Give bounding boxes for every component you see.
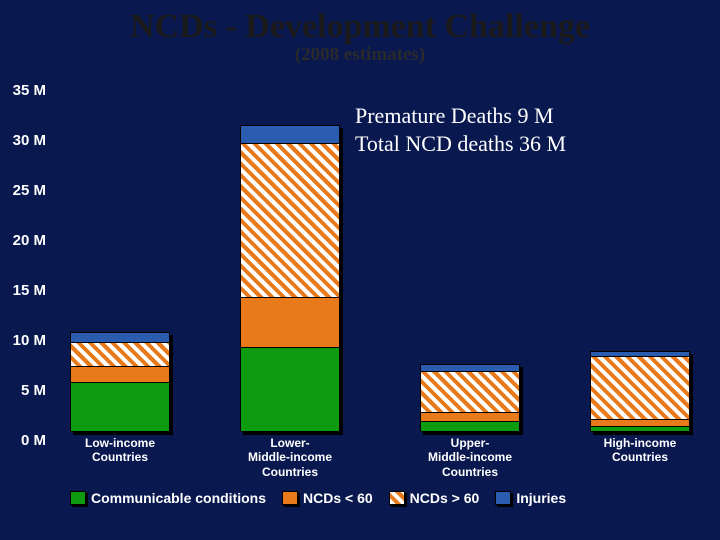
legend-item: Communicable conditions (70, 490, 266, 506)
legend-label: Communicable conditions (91, 490, 266, 506)
y-axis: 0 M5 M10 M15 M20 M25 M30 M35 M (0, 82, 50, 432)
legend-item: NCDs > 60 (389, 490, 480, 506)
legend-label: NCDs > 60 (410, 490, 480, 506)
bar-segment-ncd_lt60 (71, 366, 169, 382)
legend-item: Injuries (495, 490, 566, 506)
annotation-text: Premature Deaths 9 M Total NCD deaths 36… (355, 102, 566, 157)
annotation-line2: Total NCD deaths 36 M (355, 130, 566, 158)
legend-item: NCDs < 60 (282, 490, 373, 506)
legend-label: NCDs < 60 (303, 490, 373, 506)
bar-segment-ncd_lt60 (421, 412, 519, 422)
stacked-bar (420, 364, 520, 432)
legend-swatch (282, 491, 298, 505)
legend: Communicable conditions NCDs < 60 NCDs > 6… (70, 490, 700, 506)
bar-segment-ncd_gt60 (421, 371, 519, 412)
legend-swatch (70, 491, 86, 505)
bar-segment-ncd_lt60 (591, 419, 689, 426)
stacked-bar (590, 351, 690, 432)
bar-segment-ncd_gt60 (71, 342, 169, 367)
bar-segment-injuries (71, 333, 169, 342)
bar-segment-communicable (591, 426, 689, 431)
legend-swatch (495, 491, 511, 505)
stacked-bar (70, 332, 170, 432)
bar-segment-ncd_lt60 (241, 297, 339, 347)
x-tick-label: Low-incomeCountries (60, 436, 180, 465)
x-tick-label: Upper-Middle-incomeCountries (410, 436, 530, 479)
stacked-bar (240, 125, 340, 432)
chart-title: NCDs - Development Challenge (0, 0, 720, 46)
x-tick-label: Lower-Middle-incomeCountries (230, 436, 350, 479)
chart-subtitle: (2008 estimates) (0, 44, 720, 66)
bar-segment-injuries (241, 126, 339, 143)
bar-segment-ncd_gt60 (241, 143, 339, 297)
legend-label: Injuries (516, 490, 566, 506)
bar-segment-communicable (71, 382, 169, 431)
bar-segment-communicable (241, 347, 339, 431)
legend-swatch (389, 491, 405, 505)
x-tick-label: High-incomeCountries (580, 436, 700, 465)
bar-segment-ncd_gt60 (591, 356, 689, 419)
bar-segment-communicable (421, 421, 519, 431)
annotation-line1: Premature Deaths 9 M (355, 102, 566, 130)
